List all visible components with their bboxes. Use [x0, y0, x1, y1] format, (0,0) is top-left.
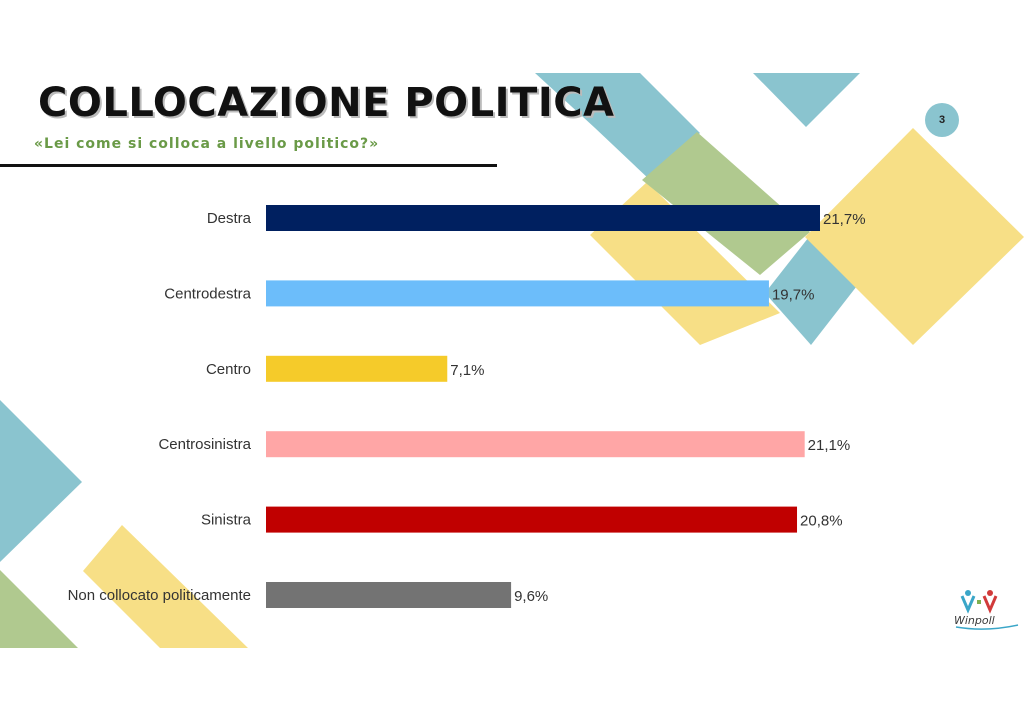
bar [266, 506, 798, 533]
category-label: Non collocato politicamente [68, 587, 251, 604]
winpoll-logo-mark: Winpoll [954, 590, 1019, 630]
logo-right-figure [982, 595, 998, 614]
bar [266, 582, 512, 608]
value-label: 7,1% [450, 362, 484, 379]
deco-teal-band [535, 73, 700, 180]
winpoll-logo: Winpoll [950, 588, 1022, 630]
deco-yellow-band-left [83, 525, 248, 648]
bar [266, 205, 820, 231]
category-label: Sinistra [201, 512, 252, 529]
deco-teal-triangle-left [0, 400, 82, 562]
bar [266, 280, 769, 307]
category-label: Centrodestra [164, 285, 251, 302]
deco-teal-triangle-top [753, 73, 860, 127]
value-label: 21,7% [823, 211, 866, 228]
page-number: 3 [938, 114, 946, 126]
bar [266, 431, 805, 458]
logo-wordmark: Winpoll [954, 614, 995, 627]
deco-green-triangle-left [0, 570, 78, 648]
deco-yellow-diamond-right [805, 128, 1024, 345]
value-label: 9,6% [514, 588, 548, 605]
page-number-badge: 3 [925, 103, 959, 137]
value-label: 21,1% [808, 437, 851, 454]
value-label: 20,8% [800, 513, 843, 530]
category-label: Centrosinistra [158, 436, 251, 453]
value-label: 19,7% [772, 286, 815, 303]
logo-center-mark [977, 600, 981, 604]
logo-swoosh [955, 624, 1019, 630]
logo-left-figure [960, 595, 976, 614]
page-subtitle: «Lei come si colloca a livello politico?… [34, 136, 380, 152]
logo-right-head [987, 590, 993, 596]
bar [266, 355, 448, 382]
title-divider [0, 164, 497, 167]
deco-green-diamond [642, 132, 810, 275]
page-title: COLLOCAZIONE POLITICA [38, 80, 615, 126]
category-label: Centro [206, 361, 251, 378]
category-label: Destra [207, 210, 252, 227]
logo-left-head [965, 590, 971, 596]
